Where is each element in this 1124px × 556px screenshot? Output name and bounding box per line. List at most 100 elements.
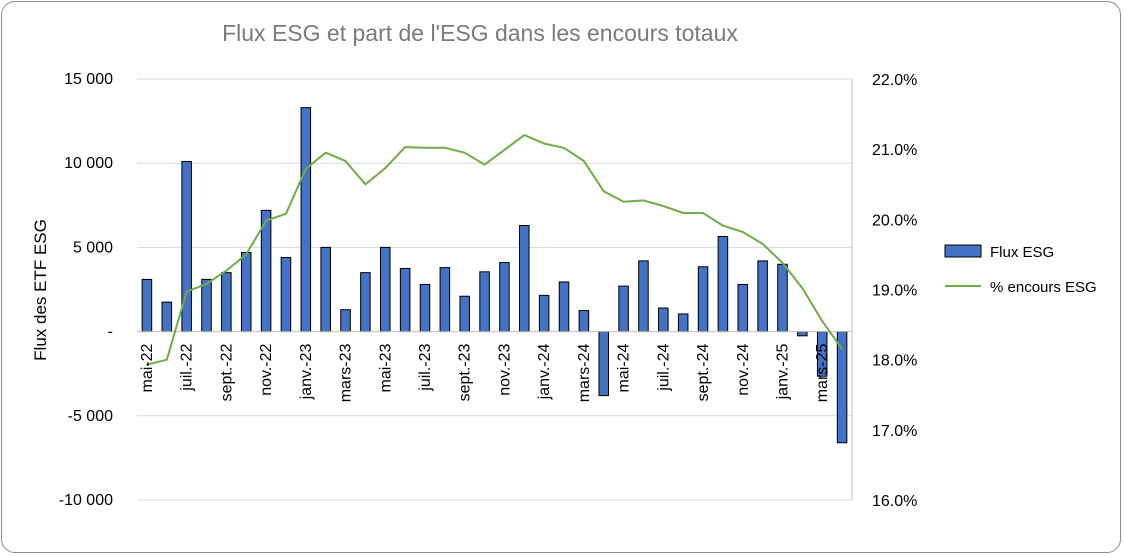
y-tick-label: 15 000 (64, 71, 113, 88)
x-tick-label: mars-23 (338, 344, 355, 403)
y2-tick-label: 16.0% (872, 493, 917, 510)
legend: Flux ESG % encours ESG (944, 244, 1097, 296)
bar (658, 307, 669, 333)
x-tick-label: sept.-24 (695, 343, 712, 401)
line-point (165, 358, 168, 361)
bar (260, 209, 272, 333)
x-tick-label: janv.-24 (536, 343, 553, 400)
line-point (384, 167, 387, 169)
bar-series (141, 107, 848, 444)
legend-label-encours: % encours ESG (990, 279, 1097, 296)
bar (717, 235, 729, 333)
x-tick-label: nov.-23 (496, 344, 513, 396)
line-path (146, 134, 843, 366)
line-point (702, 212, 704, 214)
y-tick-label: 5 000 (73, 239, 113, 256)
line-point (265, 219, 267, 222)
x-tick-label: mars-24 (576, 344, 593, 403)
left-axis-ticks: 15 000 10 000 5 000 - -5 000 -10 000 (59, 71, 113, 509)
bar (558, 281, 570, 333)
bar (280, 257, 292, 333)
line-point (225, 269, 228, 272)
bar (777, 263, 788, 333)
line-point (801, 287, 804, 289)
x-tick-label: juil.-24 (655, 344, 672, 392)
line-point (662, 205, 665, 207)
y-tick-label: -5 000 (68, 408, 113, 425)
right-axis-ticks: 22.0% 21.0% 20.0% 19.0% 18.0% 17.0% 16.0% (872, 72, 917, 510)
y-tick-label: - (108, 324, 113, 341)
x-tick-label: nov.-24 (735, 344, 752, 396)
bar (340, 309, 351, 333)
line-point (463, 151, 466, 154)
bar (240, 251, 252, 333)
x-tick-label: sept.-22 (218, 343, 235, 401)
legend-swatch-bar (944, 244, 982, 258)
bar (320, 246, 331, 333)
bar (459, 295, 470, 333)
line-point (523, 134, 526, 136)
bar (161, 301, 173, 333)
y-tick-label: 10 000 (64, 155, 113, 172)
bar (737, 283, 749, 333)
line-point (821, 320, 824, 322)
line-point (841, 348, 843, 350)
bar (300, 107, 312, 333)
y-axis-title: Flux des ETF ESG (31, 219, 50, 361)
line-point (285, 212, 287, 215)
line-point (503, 149, 506, 151)
y2-tick-label: 18.0% (872, 353, 917, 370)
y2-tick-label: 19.0% (872, 283, 917, 300)
line-point (682, 212, 684, 214)
bar (439, 267, 451, 333)
legend-label-flux: Flux ESG (990, 244, 1054, 261)
line-point (602, 190, 605, 193)
line-point (622, 200, 625, 203)
bar (598, 331, 610, 397)
line-point (444, 146, 446, 149)
line-point (344, 160, 347, 162)
line-point (563, 146, 565, 149)
x-tick-label: mai-22 (139, 343, 156, 392)
bar (757, 260, 768, 333)
line-point (543, 142, 545, 145)
bar (201, 278, 212, 333)
line-point (205, 283, 208, 285)
line-point (642, 199, 645, 202)
y2-tick-label: 22.0% (872, 72, 917, 89)
x-tick-label: nov.-22 (258, 344, 275, 396)
x-tick-label: mai-24 (616, 343, 633, 392)
bar (399, 267, 411, 333)
y2-tick-label: 20.0% (872, 212, 917, 229)
bar (379, 246, 391, 333)
bar (677, 313, 689, 333)
y2-tick-label: 17.0% (872, 423, 917, 440)
x-tick-label: mai-23 (377, 343, 394, 392)
bar (697, 266, 709, 333)
line-point (424, 146, 426, 149)
bar (618, 285, 629, 333)
bar (419, 283, 431, 333)
gridlines (137, 78, 852, 501)
line-point (146, 363, 148, 366)
bar (360, 272, 371, 333)
bar (538, 294, 550, 333)
x-tick-label: juil.-22 (179, 344, 196, 392)
x-axis-ticks: mai-22 juil.-22 sept.-22 nov.-22 janv.-23 mar… (139, 343, 831, 402)
line-point (305, 168, 307, 170)
bar (479, 271, 490, 333)
line-point (761, 243, 764, 245)
line-point (741, 231, 744, 233)
y-tick-label: -10 000 (59, 492, 113, 509)
bar (638, 260, 649, 333)
line-point (722, 224, 724, 227)
x-tick-label: janv.-25 (775, 343, 792, 400)
bar (578, 310, 590, 333)
line-point (364, 183, 367, 186)
bar (797, 331, 808, 337)
y2-tick-label: 21.0% (872, 142, 917, 159)
x-tick-label: mars-25 (814, 344, 831, 403)
bar (519, 225, 530, 333)
chart-title: Flux ESG et part de l'ESG dans les encou… (222, 20, 738, 46)
